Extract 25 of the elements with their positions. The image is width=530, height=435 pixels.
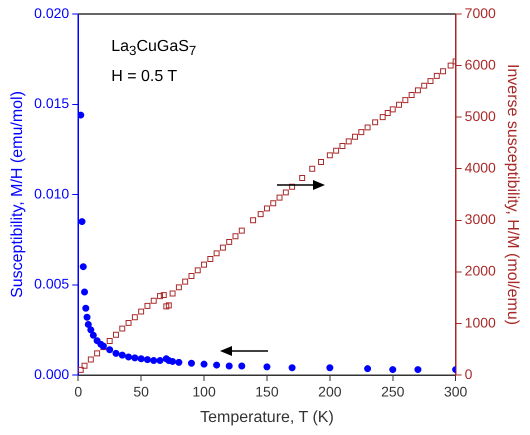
y-tick-label: 0.010 (34, 185, 70, 202)
y-tick-label: 0.015 (34, 95, 70, 112)
y-tick-label: 0.005 (34, 276, 70, 292)
y2-tick-label: 5000 (464, 108, 496, 124)
y2-tick-label: 0 (464, 366, 473, 382)
x-tick-label: 150 (255, 383, 279, 400)
x-tick-label: 300 (444, 383, 468, 400)
x-tick-label: 250 (381, 383, 405, 400)
x-tick-label: 50 (133, 383, 150, 400)
annotation: La$_{3}$CuGaS$_{7}$ (111, 38, 196, 58)
y-tick-label: 0.020 (34, 4, 70, 21)
y2-tick-label: 1000 (464, 314, 496, 330)
y2-tick-label: 6000 (464, 56, 496, 72)
x-tick-label: 100 (192, 383, 216, 400)
x-axis-title: Temperature, T (K) (200, 408, 334, 426)
annotation: H = 0.5 T (111, 68, 178, 86)
y2-tick-label: 2000 (464, 262, 496, 279)
y2-tick-label: 3000 (464, 211, 496, 228)
y2-axis-title: Inverse susceptibility, H/M (mol/emu) (504, 64, 521, 326)
x-tick-label: 200 (318, 383, 342, 400)
y2-tick-label: 4000 (464, 160, 496, 176)
x-tick-label: 0 (74, 383, 82, 400)
y-tick-label: 0.000 (34, 366, 70, 382)
y-axis-title: Susceptibility, M/H (emu/mol) (9, 91, 26, 298)
y2-tick-label: 7000 (464, 4, 496, 21)
